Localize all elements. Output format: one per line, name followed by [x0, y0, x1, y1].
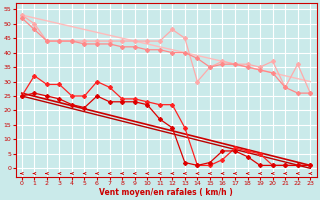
X-axis label: Vent moyen/en rafales ( km/h ): Vent moyen/en rafales ( km/h ) [99, 188, 233, 197]
